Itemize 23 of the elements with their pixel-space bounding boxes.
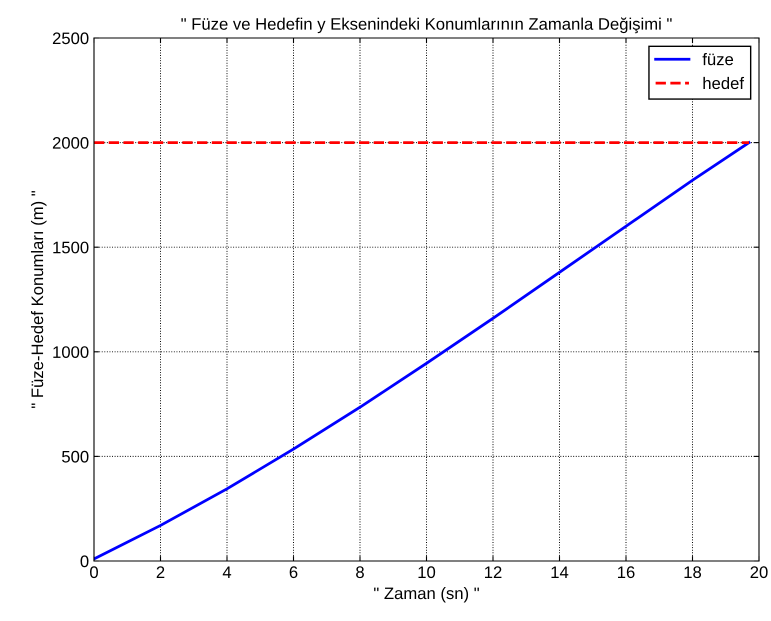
y-tick-label: 1500 [53, 242, 88, 254]
x-tick-label: 2 [156, 566, 164, 578]
x-tick-label: 20 [750, 566, 768, 578]
chart-title: " Füze ve Hedefin y Eksenindeki Konumlarının Zamanla Değişimi " [181, 17, 672, 34]
legend-label: hedef [703, 76, 744, 90]
y-tick-label: 0 [80, 555, 88, 568]
x-tick-label: 14 [552, 566, 568, 578]
x-tick-label: 8 [356, 566, 364, 578]
x-tick-label: 10 [418, 566, 436, 578]
x-tick-label: 4 [222, 566, 232, 578]
x-tick-label: 12 [485, 566, 502, 578]
x-axis-title: " Zaman (sn) " [374, 586, 479, 602]
y-tick-label: 2000 [52, 137, 88, 149]
y-tick-label: 500 [62, 450, 88, 463]
x-tick-label: 18 [684, 566, 702, 578]
y-axis-title: " Füze-Hedef Konumları (m) " [30, 191, 47, 408]
legend-label: füze [702, 53, 734, 66]
y-tick-label: 1000 [53, 346, 88, 358]
x-tick-label: 6 [290, 566, 298, 578]
line-series [94, 141, 750, 560]
x-tick-label: 16 [618, 566, 635, 578]
y-tick-label: 2500 [52, 32, 88, 44]
x-tick-label: 0 [90, 566, 98, 578]
